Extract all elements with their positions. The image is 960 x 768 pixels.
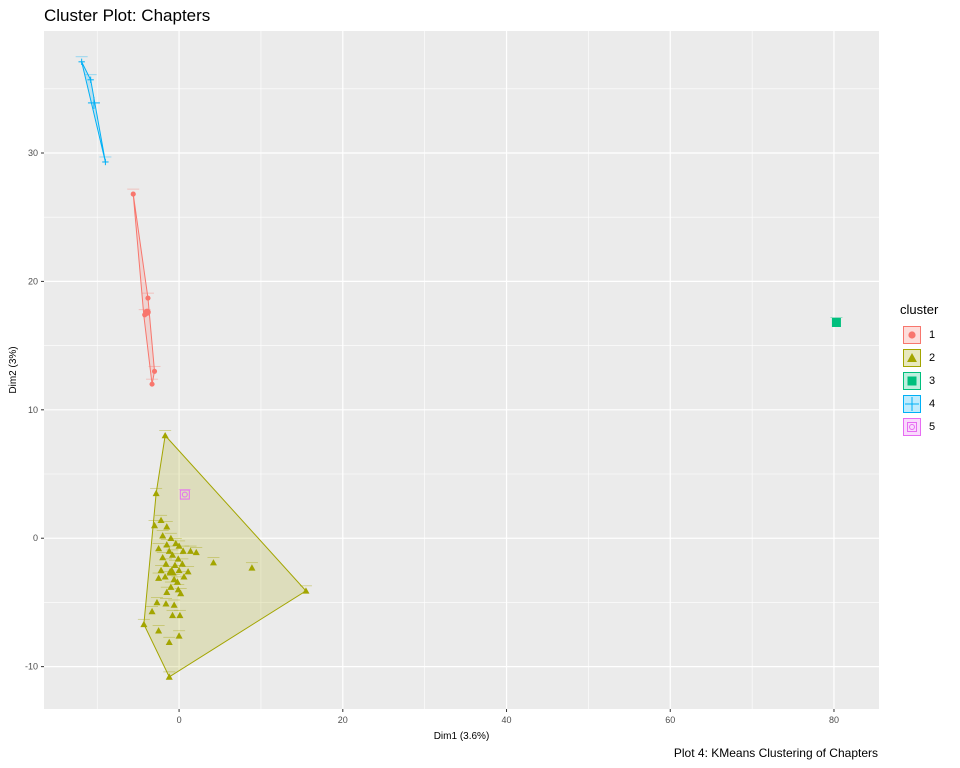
cluster-2-point (150, 521, 159, 529)
cluster-2-point (163, 523, 171, 530)
data-points (75, 56, 843, 680)
x-tick-label: 80 (829, 715, 839, 725)
chart-caption: Plot 4: KMeans Clustering of Chapters (673, 746, 878, 760)
cluster-2-point (163, 588, 171, 595)
x-axis-label: Dim1 (3.6%) (434, 731, 490, 742)
legend: cluster 1 2 3 4 5 (900, 302, 958, 438)
cluster-2-center (166, 566, 177, 576)
cluster-2-point (140, 620, 148, 628)
legend-label-3: 3 (929, 374, 936, 387)
y-tick-label: 10 (28, 405, 38, 415)
cluster-2-point (176, 611, 184, 619)
cluster-2-point (179, 547, 187, 554)
cluster-2-point (187, 547, 195, 554)
legend-key-4-symbol (905, 396, 919, 411)
legend-item-4: 4 (900, 392, 958, 415)
legend-key-3 (903, 371, 921, 390)
cluster-2-point (173, 578, 181, 585)
cluster-1-point (130, 191, 136, 197)
cluster-3-point (831, 317, 841, 327)
cluster-2-point (172, 539, 180, 547)
cluster-2-point (165, 638, 173, 646)
cluster-1-center (143, 308, 151, 316)
cluster-2-point (170, 575, 178, 583)
cluster-2-point (161, 431, 169, 439)
cluster-2-point (170, 601, 178, 608)
y-tick-label: 30 (28, 148, 38, 158)
y-tick-label: 0 (33, 533, 38, 543)
cluster-4-point (102, 158, 109, 166)
legend-label-5: 5 (929, 420, 936, 433)
cluster-2-point (161, 573, 169, 580)
cluster-4-point (87, 76, 94, 83)
x-tick-label: 0 (177, 715, 182, 725)
cluster-2-point (209, 559, 217, 566)
cluster-2-point (169, 551, 177, 558)
cluster-1-hull (132, 194, 156, 385)
legend-label-2: 2 (929, 351, 936, 364)
cluster-2-point (184, 568, 192, 575)
cluster-2-point (177, 589, 185, 597)
cluster-4-center (87, 96, 100, 109)
legend-key-1-symbol (908, 330, 916, 339)
legend-key-3-symbol (907, 376, 917, 385)
x-tick-label: 60 (665, 715, 675, 725)
legend-label-1: 1 (929, 328, 936, 341)
cluster-2-point (148, 607, 156, 615)
chart-title: Cluster Plot: Chapters (44, 6, 211, 25)
cluster-2-point (169, 611, 177, 619)
legend-key-1 (903, 325, 921, 344)
cluster-2-point (165, 673, 173, 680)
cluster-2-point (153, 598, 161, 606)
square-outline (907, 421, 917, 432)
cluster-2-point (174, 586, 182, 593)
legend-item-3: 3 (900, 369, 958, 392)
cluster-hulls (81, 61, 307, 678)
cluster-1-point (149, 381, 155, 387)
cluster-2-point (162, 600, 170, 607)
cluster-2-point (152, 489, 160, 497)
cluster-2-point (192, 548, 200, 556)
x-tick-label: 40 (502, 715, 512, 725)
cluster-2-point (155, 627, 163, 634)
cluster-2-point (159, 532, 167, 539)
legend-label-4: 4 (929, 397, 936, 410)
legend-title: cluster (900, 302, 939, 317)
cluster-2-point (175, 542, 183, 549)
legend-key-5-symbol (907, 421, 917, 432)
cluster-4-hull (81, 61, 106, 163)
square-outline (179, 489, 190, 500)
cluster-2-point (175, 632, 183, 639)
legend-item-1: 1 (900, 323, 958, 346)
y-axis-label: Dim2 (3%) (8, 346, 19, 393)
cluster-1-point (145, 295, 151, 301)
grid-lines (44, 31, 879, 709)
cluster-2-point (180, 573, 188, 580)
cluster-2-hull (143, 434, 307, 678)
legend-key-4 (903, 394, 921, 413)
cluster-1-point (151, 368, 158, 374)
legend-item-5: 5 (900, 415, 958, 438)
legend-key-2 (903, 348, 921, 367)
axes: 0 20 40 60 80 -10 0 10 20 30 (25, 148, 839, 725)
cluster-2-point (155, 574, 163, 581)
inner-circle (181, 491, 188, 498)
x-tick-label: 20 (338, 715, 348, 725)
legend-item-2: 2 (900, 346, 958, 369)
cluster-4-point (78, 58, 85, 66)
cluster-2-point (167, 583, 175, 590)
cluster-2-point (155, 544, 163, 552)
inner-circle (909, 423, 915, 430)
cluster-2-point (302, 587, 310, 594)
cluster-5-point (179, 489, 190, 500)
legend-key-bg (903, 417, 921, 436)
cluster-2-point (248, 564, 256, 571)
y-tick-label: -10 (25, 662, 38, 672)
y-tick-label: 20 (28, 276, 38, 286)
legend-items: 1 2 3 4 5 (900, 323, 958, 438)
legend-key-5 (903, 417, 921, 436)
legend-key-2-symbol (907, 352, 917, 362)
